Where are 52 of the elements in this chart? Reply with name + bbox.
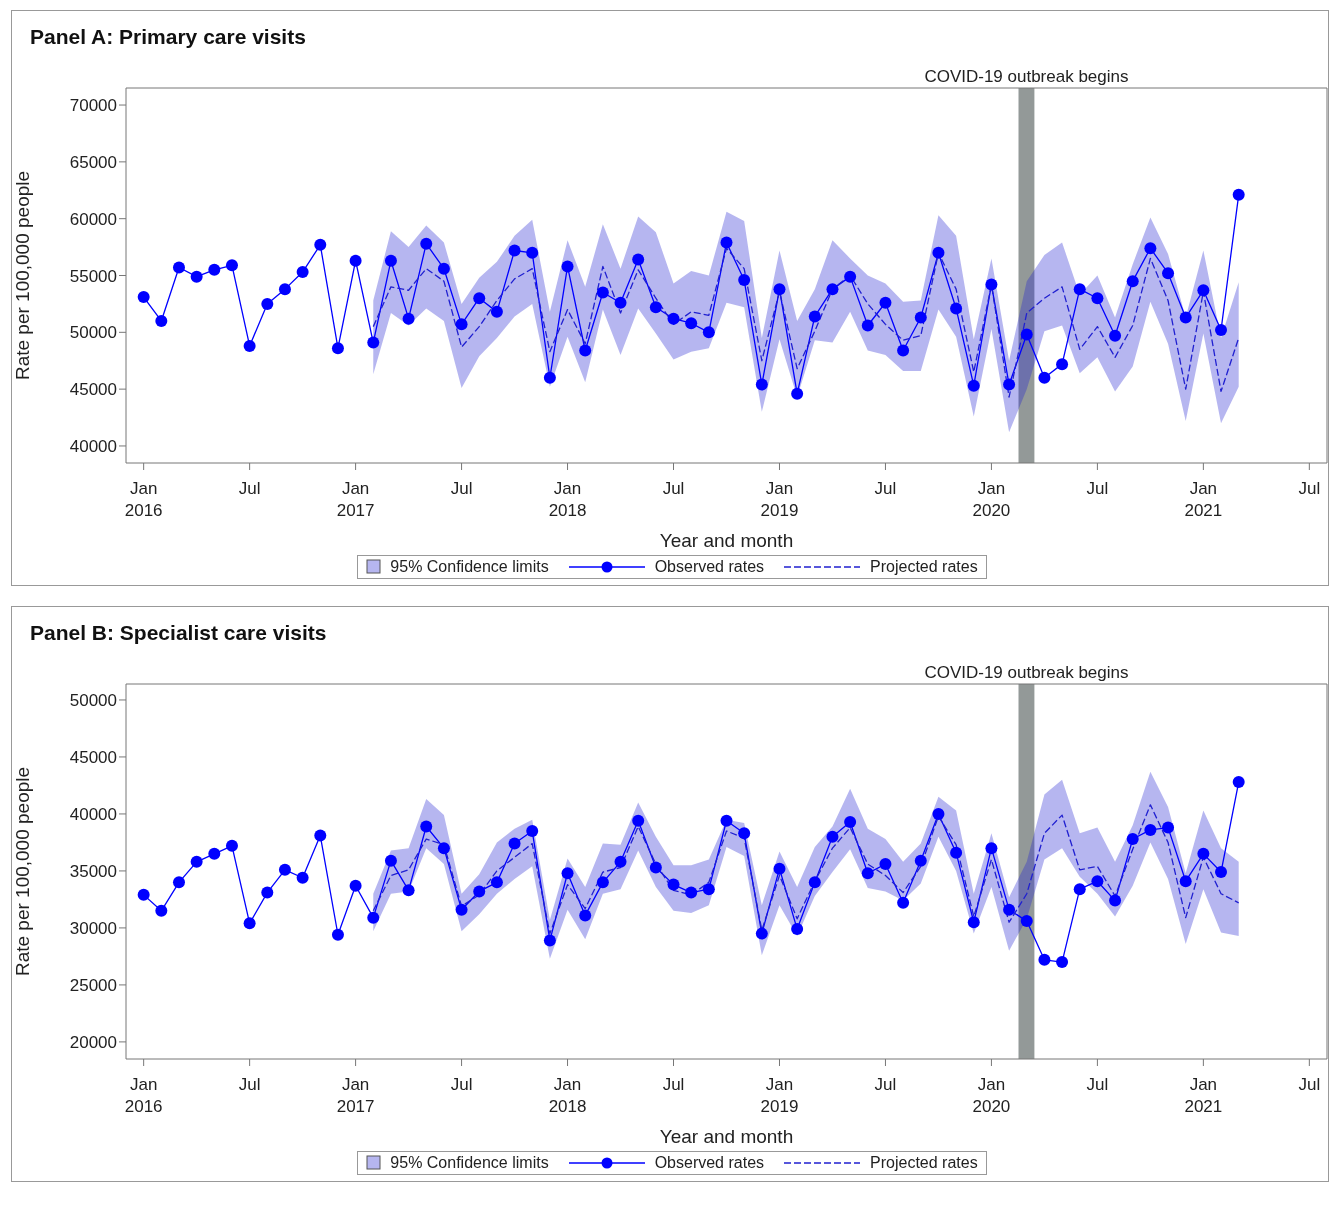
x-tick-label: Jul <box>1298 478 1321 498</box>
text: 95% Confidence limits <box>390 558 549 576</box>
y-tick-label: 50000 <box>69 323 117 343</box>
x-tick-label: Jul <box>238 1074 261 1094</box>
legend-label: Observed rates <box>654 1154 765 1172</box>
x-tick-label: Jul <box>662 478 685 498</box>
x-tick-label: Jul <box>874 478 897 498</box>
x-tick-label: Jan 2020 <box>972 478 1011 520</box>
y-tick-label: 45000 <box>69 747 117 767</box>
x-tick-label: Jul <box>1298 1074 1321 1094</box>
x-tick-label: Jan 2019 <box>760 478 799 520</box>
x-tick-label: Jul <box>238 478 261 498</box>
x-tick-label: Jul <box>1086 1074 1109 1094</box>
x-tick-label: Jan 2016 <box>124 478 163 520</box>
x-tick-label: Jul <box>450 478 473 498</box>
x-tick-label: Jan 2017 <box>336 1074 375 1116</box>
text: 95% Confidence limits <box>390 1154 549 1172</box>
x-tick-label: Jan 2017 <box>336 478 375 520</box>
x-tick-label: Jan 2021 <box>1184 1074 1223 1116</box>
legend-label: Projected rates <box>870 558 978 576</box>
y-axis-title: Rate per 100,000 people <box>11 766 33 977</box>
x-tick-label: Jul <box>1086 478 1109 498</box>
legend-label: Projected rates <box>870 1154 978 1172</box>
y-tick-label: 70000 <box>69 96 117 116</box>
x-tick-label: Jul <box>662 1074 685 1094</box>
x-tick-label: Jan 2016 <box>124 1074 163 1116</box>
y-tick-label: 30000 <box>69 918 117 938</box>
x-tick-label: Jan 2020 <box>972 1074 1011 1116</box>
y-tick-label: 60000 <box>69 209 117 229</box>
band-label: COVID-19 outbreak begins <box>924 663 1129 682</box>
x-tick-label: Jan 2018 <box>548 478 587 520</box>
y-tick-label: 40000 <box>69 804 117 824</box>
x-axis-title: Year and month <box>659 530 794 551</box>
y-tick-label: 65000 <box>69 152 117 172</box>
x-tick-label: Jul <box>450 1074 473 1094</box>
y-tick-label: 40000 <box>69 436 117 456</box>
x-axis-title: Year and month <box>659 1126 794 1147</box>
chart-title: Panel B: Specialist care visits <box>29 620 328 646</box>
y-tick-label: 25000 <box>69 975 117 995</box>
y-tick-label: 55000 <box>69 266 117 286</box>
x-tick-label: Jul <box>874 1074 897 1094</box>
band-label: COVID-19 outbreak begins <box>924 67 1129 86</box>
x-tick-label: Jan 2021 <box>1184 478 1223 520</box>
y-tick-label: 45000 <box>69 380 117 400</box>
y-axis-title: Rate per 100,000 people <box>11 170 33 381</box>
legend-label: Observed rates <box>654 558 765 576</box>
y-tick-label: 35000 <box>69 861 117 881</box>
y-tick-label: 50000 <box>69 690 117 710</box>
x-tick-label: Jan 2018 <box>548 1074 587 1116</box>
chart-title: Panel A: Primary care visits <box>29 24 307 50</box>
y-tick-label: 20000 <box>69 1032 117 1052</box>
x-tick-label: Jan 2019 <box>760 1074 799 1116</box>
